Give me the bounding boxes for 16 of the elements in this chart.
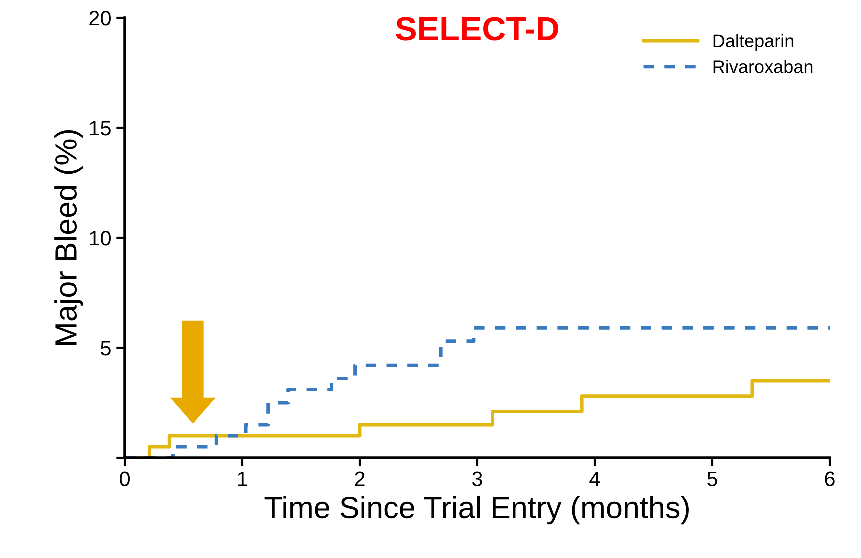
x-tick-label: 0 xyxy=(120,472,130,486)
y-axis-title: Major Bleed (%) xyxy=(54,130,84,346)
x-tick-label: 5 xyxy=(708,472,718,486)
x-tick-label: 6 xyxy=(825,472,835,486)
x-axis-title: Time Since Trial Entry (months) xyxy=(264,496,689,525)
chart-title: SELECT-D xyxy=(396,17,559,41)
y-tick-label: 10 xyxy=(90,231,111,246)
legend-label: Rivaroxaban xyxy=(714,60,813,74)
x-tick-label: 4 xyxy=(590,472,600,486)
y-tick-label: 15 xyxy=(90,121,111,136)
legend-label: Dalteparin xyxy=(714,34,794,52)
x-tick-label: 2 xyxy=(355,472,365,486)
y-tick-label: 5 xyxy=(101,341,111,356)
x-tick-label: 3 xyxy=(472,472,482,486)
x-tick-label: 1 xyxy=(238,472,248,486)
y-tick-label: 20 xyxy=(90,11,111,26)
